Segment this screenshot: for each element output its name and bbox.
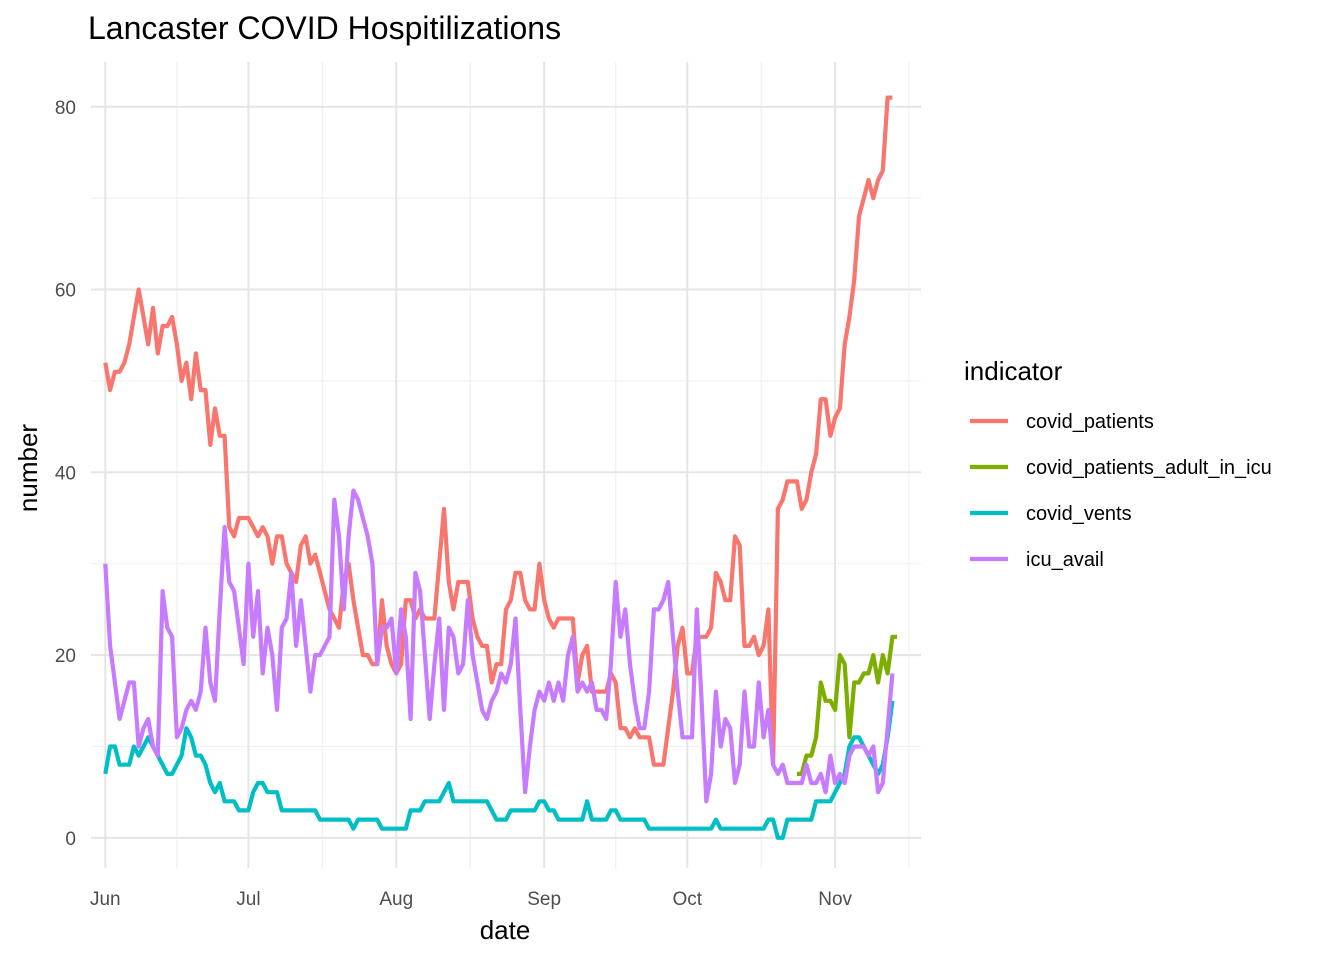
x-axis-ticks: Jun Jul Aug Sep Oct Nov <box>90 889 853 910</box>
series-line-covid-vents <box>103 700 895 840</box>
major-grid <box>91 62 921 868</box>
x-tick-label: Jul <box>236 889 260 910</box>
y-tick-label: 40 <box>55 463 76 484</box>
legend-label-covid-vents: covid_vents <box>1026 503 1132 525</box>
legend-label-covid-patients-adult-in-icu: covid_patients_adult_in_icu <box>1026 457 1272 479</box>
x-axis-title: date <box>480 915 531 945</box>
legend: indicator covid_patients covid_patients_a… <box>964 356 1272 571</box>
y-tick-label: 20 <box>55 646 76 667</box>
series-lines <box>103 95 898 840</box>
series-line-covid-patients <box>103 95 893 767</box>
legend-label-icu-avail: icu_avail <box>1026 549 1104 571</box>
x-tick-label: Nov <box>818 889 852 910</box>
x-tick-label: Aug <box>379 889 413 910</box>
y-axis-ticks: 0 20 40 60 80 <box>55 98 76 850</box>
chart-title: Lancaster COVID Hospitilizations <box>88 10 561 46</box>
x-tick-label: Jun <box>90 889 121 910</box>
series-line-icu-avail <box>103 488 895 804</box>
legend-label-covid-patients: covid_patients <box>1026 411 1154 433</box>
y-tick-label: 60 <box>55 281 76 302</box>
y-tick-label: 0 <box>65 829 76 850</box>
legend-title: indicator <box>964 356 1063 386</box>
x-tick-label: Oct <box>672 889 702 910</box>
y-tick-label: 80 <box>55 98 76 119</box>
series-line-covid-patients-adult-in-icu <box>797 634 898 777</box>
y-axis-title: number <box>13 424 43 512</box>
x-tick-label: Sep <box>527 889 561 910</box>
